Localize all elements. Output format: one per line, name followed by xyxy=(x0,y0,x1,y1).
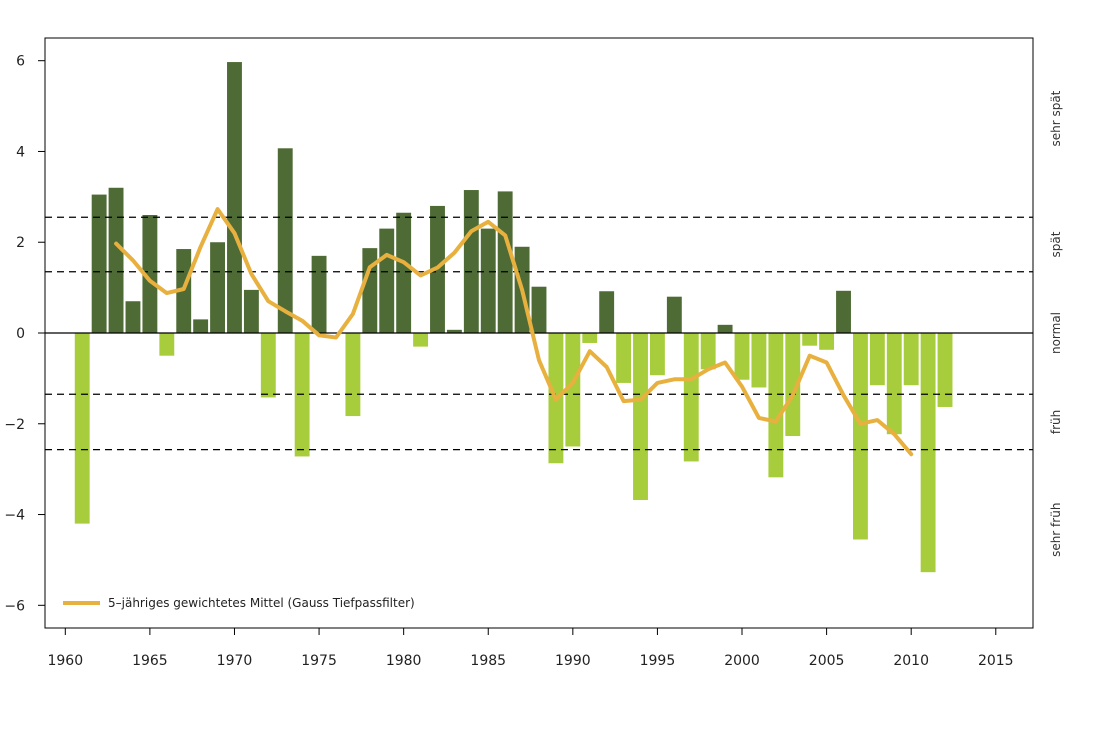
y-tick-label-1: 4 xyxy=(16,144,25,160)
y-tick-label-4: −2 xyxy=(4,417,25,433)
x-tick-label-1965: 1965 xyxy=(132,653,168,669)
category-label-1: spät xyxy=(1049,231,1063,257)
bar-1968 xyxy=(193,319,209,333)
bar-1990 xyxy=(565,333,581,447)
bar-2009 xyxy=(886,333,902,435)
bar-1972 xyxy=(260,333,276,398)
bar-2004 xyxy=(802,333,818,346)
y-tick-label-6: −6 xyxy=(4,598,25,614)
bar-1995 xyxy=(649,333,665,376)
legend: 5–jähriges gewichtetes Mittel (Gauss Tie… xyxy=(63,596,415,610)
bar-2012 xyxy=(937,333,953,407)
y-tick-label-5: −4 xyxy=(4,508,25,524)
bar-1969 xyxy=(210,242,226,333)
y-tick-label-3: 0 xyxy=(16,326,25,342)
bar-2006 xyxy=(836,290,851,333)
bar-1978 xyxy=(362,248,378,333)
bar-1973 xyxy=(277,148,293,333)
bar-series xyxy=(74,62,953,573)
bar-1980 xyxy=(396,212,412,333)
category-label-4: sehr früh xyxy=(1049,503,1063,557)
bar-1965 xyxy=(142,215,158,333)
bar-1977 xyxy=(345,333,361,417)
bar-1971 xyxy=(243,289,259,333)
x-tick-label-1975: 1975 xyxy=(301,653,337,669)
bar-1975 xyxy=(311,255,327,333)
bar-1979 xyxy=(379,228,395,333)
bar-2005 xyxy=(819,333,835,350)
category-labels: sehr spät spät normal früh sehr früh xyxy=(1049,90,1063,557)
x-tick-label-1990: 1990 xyxy=(555,653,591,669)
x-tick-label-1960: 1960 xyxy=(47,653,83,669)
bar-2008 xyxy=(869,333,885,386)
bar-1988 xyxy=(531,286,547,333)
bar-2011 xyxy=(920,333,936,573)
y-tick-label-0: 6 xyxy=(16,54,25,70)
legend-label: 5–jähriges gewichtetes Mittel (Gauss Tie… xyxy=(108,596,415,610)
bar-1962 xyxy=(91,194,107,333)
category-label-2: normal xyxy=(1049,312,1063,354)
reference-lines xyxy=(45,216,1033,451)
bar-1964 xyxy=(125,301,141,333)
x-tick-label-1985: 1985 xyxy=(470,653,506,669)
category-label-0: sehr spät xyxy=(1049,90,1063,146)
x-tick-label-2000: 2000 xyxy=(724,653,760,669)
bar-1997 xyxy=(683,333,699,462)
smoothed-line xyxy=(114,207,914,457)
bar-2001 xyxy=(751,333,767,388)
x-tick-label-2005: 2005 xyxy=(809,653,845,669)
bar-1984 xyxy=(463,190,479,333)
bar-2010 xyxy=(903,333,919,386)
bar-1999 xyxy=(717,324,733,333)
bar-2003 xyxy=(785,333,801,437)
bar-1998 xyxy=(700,333,716,370)
x-tick-label-1995: 1995 xyxy=(640,653,676,669)
y-axis: 6 4 2 0 −2 −4 −6 xyxy=(4,54,45,614)
bar-1966 xyxy=(159,333,175,356)
bar-2000 xyxy=(734,333,750,380)
x-tick-label-2010: 2010 xyxy=(893,653,929,669)
bar-1981 xyxy=(413,333,429,347)
bar-2007 xyxy=(852,333,868,540)
bar-2002 xyxy=(768,333,784,478)
bar-1986 xyxy=(497,191,513,333)
x-axis: 1960 1965 1970 1975 1980 1985 1990 1995 2000 2005… xyxy=(47,628,1014,669)
bar-1991 xyxy=(582,333,598,343)
bar-1985 xyxy=(480,228,496,333)
bar-1996 xyxy=(666,296,682,333)
bar-1963 xyxy=(108,187,124,333)
x-tick-label-1980: 1980 xyxy=(386,653,422,669)
bar-1970 xyxy=(227,62,242,334)
bar-1994 xyxy=(633,333,648,501)
bar-1993 xyxy=(616,333,632,383)
x-tick-label-1970: 1970 xyxy=(217,653,253,669)
bar-1983 xyxy=(446,329,462,333)
bar-1992 xyxy=(599,291,615,333)
y-tick-label-2: 2 xyxy=(16,235,25,251)
bar-1961 xyxy=(74,333,90,524)
x-tick-label-2015: 2015 xyxy=(978,653,1014,669)
category-label-3: früh xyxy=(1049,410,1063,434)
